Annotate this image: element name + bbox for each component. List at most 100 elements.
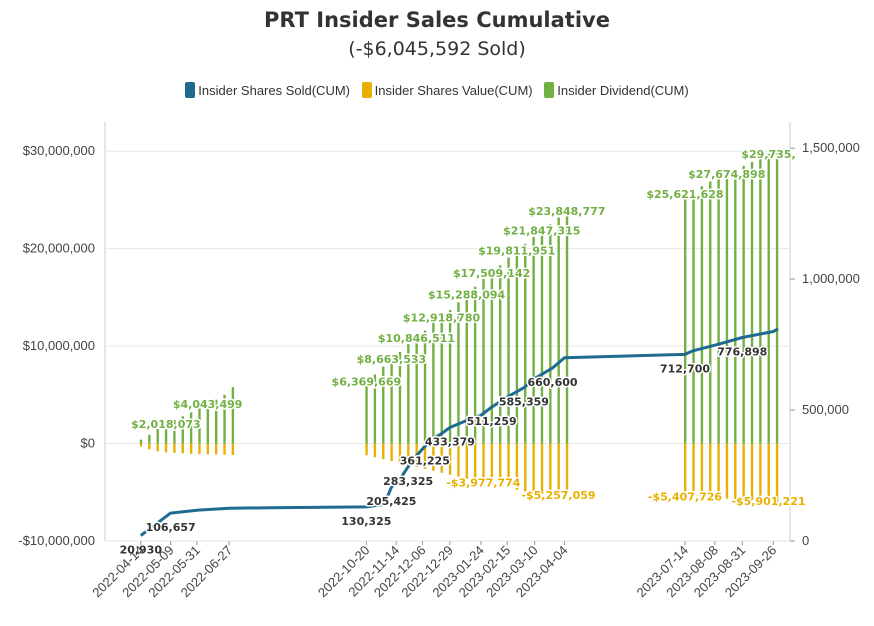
shares-value-bar (565, 443, 569, 495)
dividend-data-label: $19,811,951 (478, 245, 555, 258)
dividend-bar (382, 366, 385, 444)
chart-subtitle: (-$6,045,592 Sold) (348, 38, 526, 60)
y-left-tick-label: $30,000,000 (23, 143, 95, 158)
dividend-bar (565, 211, 569, 444)
dividend-bar (759, 158, 762, 444)
shares-value-bar (473, 443, 477, 481)
dividend-bar (423, 330, 427, 444)
dividend-bar (540, 230, 544, 444)
dividend-bar (709, 181, 712, 444)
shares-value-bar (549, 443, 552, 495)
shares-value-bar (432, 443, 435, 471)
shares-value-bar (214, 443, 218, 455)
shares-value-bar (540, 443, 544, 494)
shares-sold-data-label: 433,379 (425, 436, 475, 449)
legend-swatch-dividend (544, 82, 555, 98)
dividend-data-label: $15,288,094 (428, 289, 506, 302)
shares-value-bar (440, 443, 443, 473)
shares-sold-data-label: 283,325 (383, 475, 433, 488)
shares-value-bar (373, 443, 377, 458)
shares-value-bar (515, 443, 519, 490)
dividend-bar (415, 337, 418, 444)
dividend-bar (692, 190, 695, 444)
dividend-bar (390, 359, 393, 444)
dividend-bar (231, 387, 235, 444)
dividend-bar (407, 344, 410, 444)
legend: Insider Shares Sold(CUM) Insider Shares … (0, 82, 874, 98)
shares-value-bar (173, 443, 176, 453)
shares-value-bar (499, 443, 502, 486)
shares-sold-data-label: 361,225 (400, 454, 450, 467)
shares-value-bar (482, 443, 485, 483)
dividend-bar (365, 381, 368, 444)
shares-value-bar (206, 443, 210, 455)
dividend-bar (373, 374, 377, 444)
dividend-data-label: $2,018,073 (131, 418, 201, 431)
shares-value-bar (423, 443, 427, 469)
dividend-data-label: $25,621,628 (646, 188, 723, 201)
legend-item-dividend[interactable]: Insider Dividend(CUM) (544, 82, 689, 98)
shares-sold-data-label: 712,700 (660, 362, 710, 375)
dividend-data-label: $29,735, (741, 148, 795, 161)
dividend-bar (198, 408, 201, 444)
dividend-bar (181, 416, 184, 444)
dividend-bar (734, 169, 737, 444)
chart-title: PRT Insider Sales Cumulative (264, 8, 610, 32)
shares-value-data-label: -$5,901,221 (731, 495, 805, 508)
shares-sold-line (139, 327, 779, 537)
shares-value-bar (717, 443, 720, 499)
dividend-bar (139, 439, 143, 444)
dividend-bar (482, 278, 485, 444)
legend-label-shares-sold: Insider Shares Sold(CUM) (198, 83, 350, 98)
shares-sold-data-label: 776,898 (717, 346, 767, 359)
legend-item-shares-value[interactable]: Insider Shares Value(CUM) (361, 82, 533, 98)
dividend-bar (440, 317, 443, 444)
shares-value-bar (709, 443, 712, 498)
dividend-bar (507, 257, 510, 444)
dividend-bar (206, 404, 210, 444)
shares-value-bar (189, 443, 193, 454)
dividend-bar (499, 265, 502, 444)
legend-swatch-shares-sold (185, 82, 196, 98)
dividend-bar (473, 286, 477, 444)
shares-value-bar (692, 443, 695, 497)
dividend-bar (524, 243, 527, 444)
shares-value-bar (465, 443, 468, 479)
dividend-data-label: $17,509,142 (453, 267, 530, 280)
dividend-data-label: $10,846,511 (378, 332, 455, 345)
dividend-bar (398, 351, 402, 444)
shares-sold-data-label: 20,930 (120, 544, 163, 557)
dividend-data-label: $23,848,777 (528, 205, 605, 218)
dividend-bar (515, 250, 519, 444)
dividend-bar (700, 186, 704, 444)
legend-label-shares-value: Insider Shares Value(CUM) (374, 83, 533, 98)
shares-value-bar (742, 443, 745, 500)
shares-value-bar (524, 443, 527, 492)
shares-value-bar (139, 443, 143, 447)
y-right-tick-label: 1,000,000 (802, 271, 860, 286)
shares-value-bar (448, 443, 452, 475)
dividend-bar (742, 165, 745, 444)
shares-sold-data-label: 130,325 (341, 515, 391, 528)
shares-value-bar (532, 443, 535, 493)
dividend-bar (767, 153, 770, 444)
shares-value-bar (457, 443, 460, 477)
legend-label-dividend: Insider Dividend(CUM) (557, 83, 689, 98)
shares-value-bar (700, 443, 704, 498)
dividend-bar (156, 428, 159, 444)
legend-item-shares-sold[interactable]: Insider Shares Sold(CUM) (185, 82, 350, 98)
dividend-bar (214, 399, 218, 444)
shares-value-bar (557, 443, 560, 495)
dividend-data-label: $8,663,533 (357, 353, 427, 366)
shares-value-bar (775, 443, 779, 503)
y-left-tick-label: -$10,000,000 (18, 533, 95, 548)
shares-value-bar (767, 443, 770, 502)
dividend-bar (465, 294, 468, 444)
shares-value-bar (507, 443, 510, 488)
dividend-data-label: $6,369,669 (332, 375, 402, 388)
y-left-tick-label: $0 (81, 436, 95, 451)
dividend-bar (717, 177, 720, 444)
y-right-tick-label: 0 (802, 533, 809, 548)
dividend-bar (457, 302, 460, 444)
